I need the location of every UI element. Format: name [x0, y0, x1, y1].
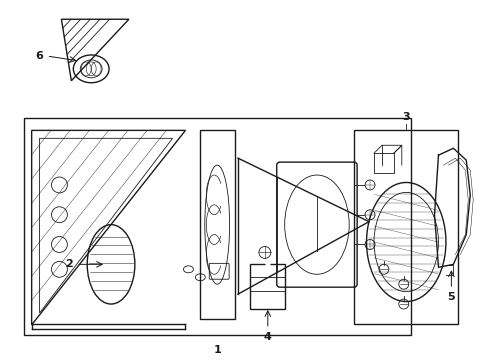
Text: 3: 3: [402, 112, 409, 122]
Text: 5: 5: [447, 292, 454, 302]
Text: 2: 2: [65, 259, 73, 269]
Bar: [24, 118, 410, 335]
Text: 4: 4: [264, 332, 271, 342]
Text: 6: 6: [36, 51, 43, 61]
Bar: [353, 130, 457, 324]
Text: 1: 1: [213, 345, 221, 355]
